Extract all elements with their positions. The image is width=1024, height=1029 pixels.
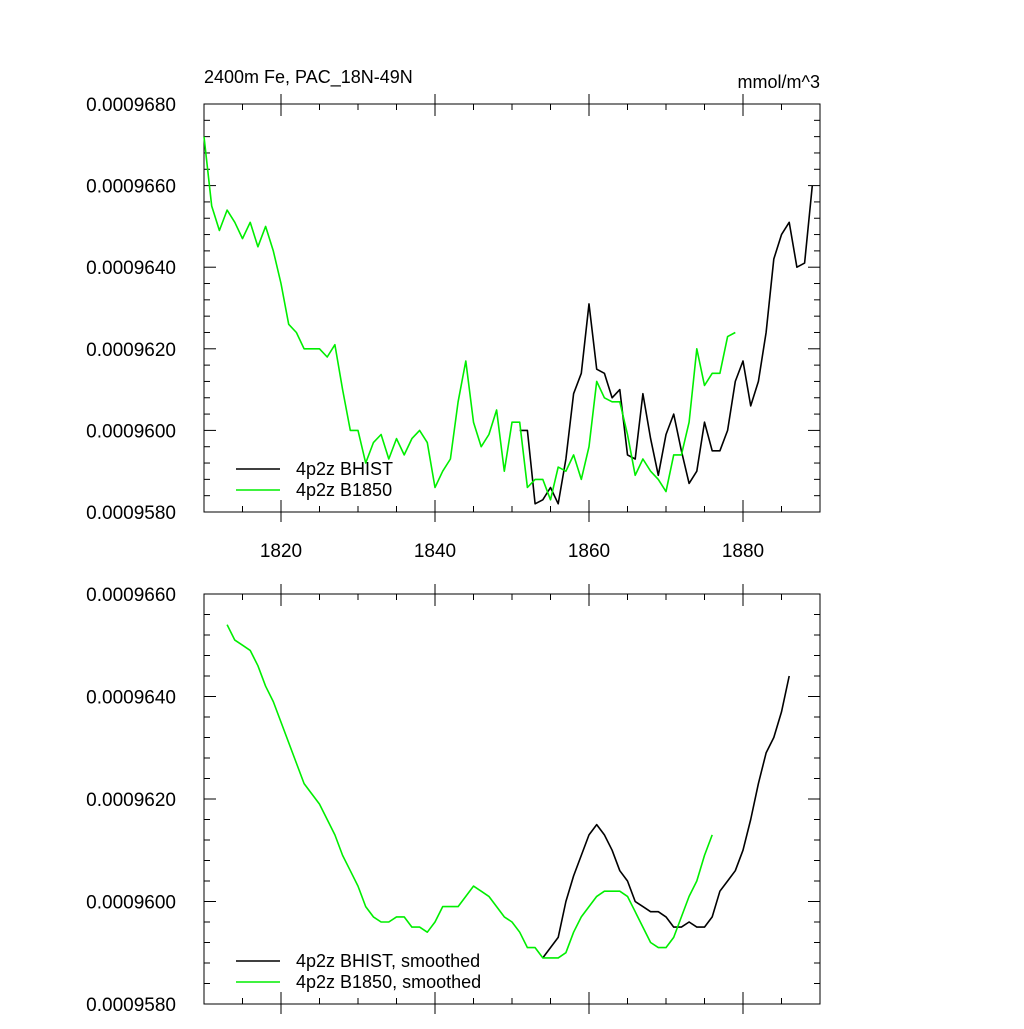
- legend-label: 4p2z B1850: [296, 480, 392, 500]
- y-tick-label: 0.0009580: [86, 503, 176, 524]
- y-tick-label: 0.0009640: [86, 688, 176, 709]
- y-tick-label: 0.0009580: [86, 995, 176, 1016]
- y-tick-label: 0.0009600: [86, 893, 176, 914]
- y-tick-label: 0.0009660: [86, 177, 176, 198]
- chart-title: 2400m Fe, PAC_18N-49N: [204, 67, 413, 88]
- bottom-panel: 0.0009580 0.0009600 0.0009620 0.0009640 0.00…: [86, 584, 821, 1016]
- legend-label: 4p2z BHIST, smoothed: [296, 951, 480, 971]
- y-tick-label: 0.0009680: [86, 95, 176, 116]
- top-panel: 2400m Fe, PAC_18N-49N mmol/m^3 0.0009580…: [86, 67, 821, 562]
- plot-frame: [203, 103, 821, 513]
- series-line-b1850: [226, 624, 713, 959]
- series-line-b1850: [203, 136, 736, 501]
- x-tick-label: 1860: [568, 541, 610, 562]
- legend-label: 4p2z BHIST: [296, 459, 393, 479]
- legend-label: 4p2z B1850, smoothed: [296, 972, 481, 992]
- series-line-bhist: [542, 675, 790, 959]
- y-tick-label: 0.0009660: [86, 585, 176, 606]
- y-tick-label: 0.0009600: [86, 421, 176, 442]
- series-line-bhist: [519, 185, 814, 505]
- plot-frame: [203, 593, 821, 1005]
- y-tick-label: 0.0009620: [86, 790, 176, 811]
- x-tick-label: 1880: [722, 541, 764, 562]
- x-tick-label: 1840: [414, 541, 456, 562]
- y-tick-label: 0.0009640: [86, 258, 176, 279]
- y-tick-label: 0.0009620: [86, 340, 176, 361]
- units-label: mmol/m^3: [738, 72, 820, 92]
- x-tick-label: 1820: [260, 541, 302, 562]
